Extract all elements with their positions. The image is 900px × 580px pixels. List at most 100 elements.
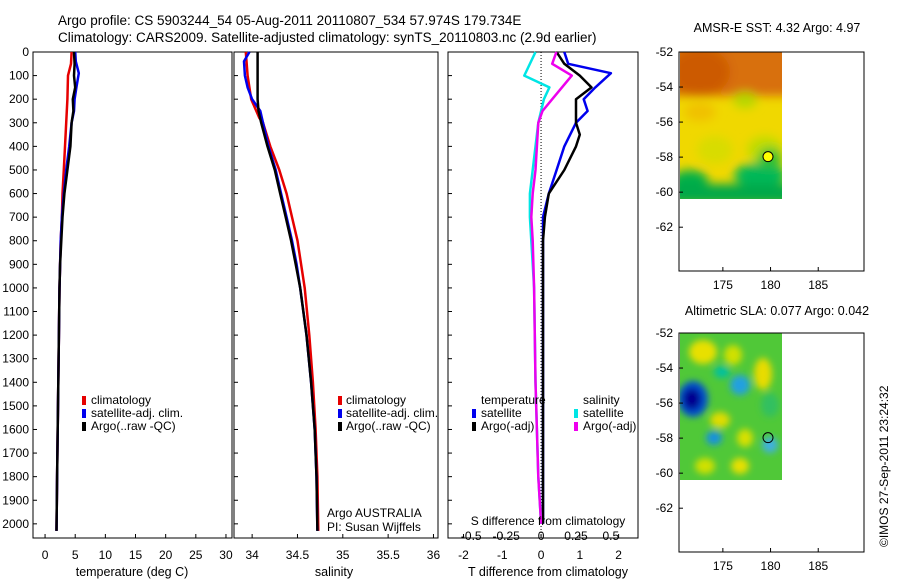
depth-tick-label: 1700 [2, 446, 29, 460]
x-tick-label: 0 [42, 548, 49, 562]
depth-tick-label: 400 [9, 139, 29, 153]
legend-label-argo: Argo(..raw -QC) [91, 419, 176, 433]
sst-heatmap [680, 52, 782, 199]
temperature-legend: climatology satellite-adj. clim. Argo(..… [82, 393, 183, 433]
depth-tick-label: 1100 [3, 305, 29, 319]
lat-tick-label: -54 [656, 361, 674, 375]
lon-tick-label: 180 [761, 559, 781, 573]
legend-swatch-sal-satellite [574, 409, 578, 418]
salinity-x-axis: 34 34.5 35 35.5 36 [245, 534, 440, 562]
legend-title-temperature: temperature [481, 393, 546, 407]
temperature-xlabel: temperature (deg C) [76, 565, 189, 579]
argo-position-marker [762, 151, 774, 163]
temperature-series [55, 51, 81, 531]
top-x-tick-label: 0.5 [603, 529, 620, 543]
legend-label-sal-satellite: satellite [583, 406, 624, 420]
depth-tick-label: 100 [9, 69, 29, 83]
x-tick-label: 20 [159, 548, 173, 562]
argo-pi-label: PI: Susan Wijffels [327, 520, 421, 534]
legend-swatch-argo [82, 422, 86, 431]
legend-label-argo: Argo(..raw -QC) [346, 419, 431, 433]
lon-tick-label: 185 [808, 559, 828, 573]
legend-swatch-argo [338, 422, 342, 431]
legend-swatch-sal-argo [574, 422, 578, 431]
depth-tick-label: 700 [9, 210, 29, 224]
difference-legend: temperature satellite Argo(-adj) salinit… [472, 393, 636, 433]
x-tick-label: -1 [497, 548, 508, 562]
legend-swatch-temp-satellite [472, 409, 476, 418]
x-tick-label: 15 [129, 548, 143, 562]
top-x-tick-label: 0.25 [564, 529, 588, 543]
lat-tick-label: -58 [656, 150, 674, 164]
legend-title-salinity: salinity [583, 393, 620, 407]
salinity-series [242, 51, 320, 531]
x-tick-label: 0 [538, 548, 545, 562]
legend-label-sal-argo: Argo(-adj) [583, 419, 636, 433]
sla-field [680, 340, 779, 474]
series-line-1 [242, 51, 319, 531]
lon-tick-label: 175 [713, 278, 733, 292]
series-line-2 [256, 52, 319, 531]
x-tick-label: 35.5 [376, 548, 400, 562]
x-tick-label: 30 [219, 548, 233, 562]
depth-axis: 0 100 200 300 400 500 600 700 800 900 1000 1100 1200… [2, 45, 37, 531]
series-line-0 [244, 51, 320, 531]
x-tick-label: 1 [576, 548, 583, 562]
legend-swatch-climatology [82, 396, 86, 405]
difference-top-xlabel: S difference from climatology [471, 514, 626, 528]
depth-tick-label: 1900 [2, 493, 29, 507]
x-tick-label: 36 [427, 548, 441, 562]
salinity-y-ticks [234, 51, 238, 525]
legend-label-temp-argo: Argo(-adj) [481, 419, 534, 433]
top-x-tick-label: -0.5 [461, 529, 482, 543]
legend-label-temp-satellite: satellite [481, 406, 522, 420]
lat-tick-label: -52 [656, 45, 674, 59]
depth-tick-label: 1400 [2, 375, 29, 389]
x-tick-label: 2 [615, 548, 622, 562]
depth-tick-label: 1800 [2, 470, 29, 484]
depth-tick-label: 1200 [2, 328, 29, 342]
legend-label-satellite: satellite-adj. clim. [91, 406, 183, 420]
salinity-panel: 34 34.5 35 35.5 36 salinity climatology sate… [233, 51, 440, 579]
depth-tick-label: 600 [9, 187, 29, 201]
depth-tick-label: 2000 [2, 517, 29, 531]
depth-tick-label: 1000 [2, 281, 29, 295]
x-tick-label: 34 [245, 548, 259, 562]
difference-y-ticks [448, 51, 452, 525]
sst-map-title: AMSR-E SST: 4.32 Argo: 4.97 [694, 21, 861, 35]
difference-axes-frame [447, 51, 639, 539]
difference-xlabel: T difference from climatology [468, 565, 629, 579]
legend-label-climatology: climatology [91, 393, 151, 407]
sla-map-title: Altimetric SLA: 0.077 Argo: 0.042 [685, 304, 869, 318]
lat-tick-label: -62 [656, 220, 674, 234]
depth-tick-label: 1500 [2, 399, 29, 413]
depth-tick-label: 1300 [2, 352, 29, 366]
argo-position-marker [762, 432, 774, 444]
depth-tick-label: 0 [22, 45, 29, 59]
lat-tick-label: -60 [656, 466, 674, 480]
difference-series [523, 51, 613, 524]
sst-map-panel: AMSR-E SST: 4.32 Argo: 4.97 175 180 185 -52… [656, 21, 865, 292]
sla-axis-ticks: 175 180 185 -52 -54 -56 -58 -60 -62 [656, 326, 829, 573]
salinity-axes-frame [233, 51, 439, 539]
legend-label-climatology: climatology [346, 393, 406, 407]
depth-tick-label: 800 [9, 234, 29, 248]
lat-tick-label: -58 [656, 431, 674, 445]
x-tick-label: 5 [72, 548, 79, 562]
lon-tick-label: 185 [808, 278, 828, 292]
legend-label-satellite: satellite-adj. clim. [346, 406, 438, 420]
x-tick-label: -2 [458, 548, 469, 562]
figure-title: Argo profile: CS 5903244_54 05-Aug-2011 … [58, 13, 521, 28]
sst-field [680, 52, 782, 199]
figure-subtitle: Climatology: CARS2009. Satellite-adjuste… [58, 30, 597, 45]
sst-axis-ticks: 175 180 185 -52 -54 -56 -58 -60 -62 [656, 45, 829, 292]
lat-tick-label: -54 [656, 80, 674, 94]
lat-tick-label: -52 [656, 326, 674, 340]
lat-tick-label: -56 [656, 396, 674, 410]
argo-program-label: Argo AUSTRALIA [327, 506, 422, 520]
lat-tick-label: -60 [656, 185, 674, 199]
depth-tick-label: 1600 [2, 422, 29, 436]
lat-tick-label: -56 [656, 115, 674, 129]
